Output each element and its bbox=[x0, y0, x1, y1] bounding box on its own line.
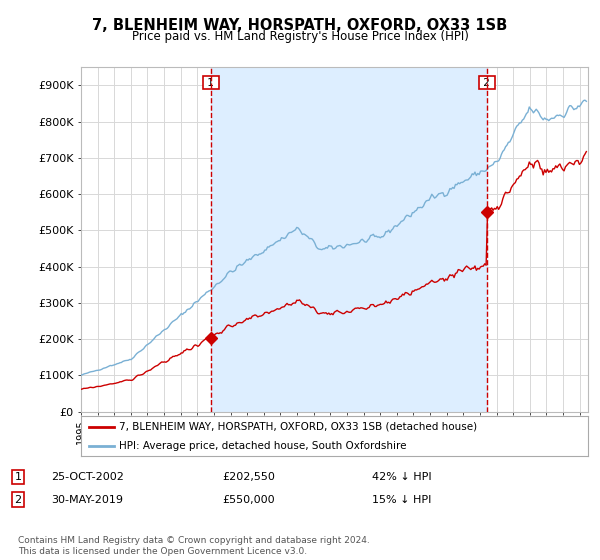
Text: 1: 1 bbox=[14, 472, 22, 482]
Text: 15% ↓ HPI: 15% ↓ HPI bbox=[372, 494, 431, 505]
Text: 30-MAY-2019: 30-MAY-2019 bbox=[51, 494, 123, 505]
Bar bbox=[211, 67, 487, 412]
Text: Contains HM Land Registry data © Crown copyright and database right 2024.
This d: Contains HM Land Registry data © Crown c… bbox=[18, 536, 370, 556]
Text: 7, BLENHEIM WAY, HORSPATH, OXFORD, OX33 1SB (detached house): 7, BLENHEIM WAY, HORSPATH, OXFORD, OX33 … bbox=[119, 422, 477, 432]
Text: 1: 1 bbox=[205, 78, 218, 88]
Text: 42% ↓ HPI: 42% ↓ HPI bbox=[372, 472, 431, 482]
Text: £202,550: £202,550 bbox=[222, 472, 275, 482]
Text: 2: 2 bbox=[481, 78, 493, 88]
Text: 25-OCT-2002: 25-OCT-2002 bbox=[51, 472, 124, 482]
Text: Price paid vs. HM Land Registry's House Price Index (HPI): Price paid vs. HM Land Registry's House … bbox=[131, 30, 469, 44]
Text: £550,000: £550,000 bbox=[222, 494, 275, 505]
Text: HPI: Average price, detached house, South Oxfordshire: HPI: Average price, detached house, Sout… bbox=[119, 441, 407, 450]
Text: 7, BLENHEIM WAY, HORSPATH, OXFORD, OX33 1SB: 7, BLENHEIM WAY, HORSPATH, OXFORD, OX33 … bbox=[92, 18, 508, 32]
Text: 2: 2 bbox=[14, 494, 22, 505]
